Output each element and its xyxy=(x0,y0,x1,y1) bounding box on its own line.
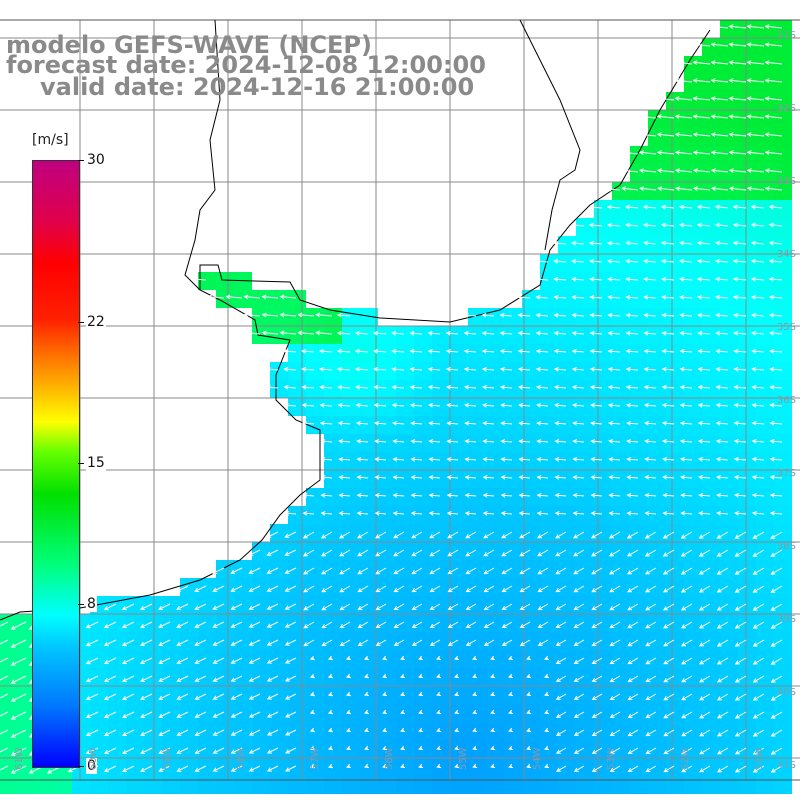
lat-label: 40S xyxy=(776,687,796,698)
lon-label: 60W xyxy=(88,747,99,770)
colorbar-tick xyxy=(78,766,84,767)
lat-label: 39S xyxy=(776,614,796,625)
lat-label: 34S xyxy=(776,249,796,260)
lat-label: 38S xyxy=(776,541,796,552)
colorbar-label: 15 xyxy=(86,455,106,471)
lon-label: 52W xyxy=(680,747,691,770)
lat-label: 37S xyxy=(776,468,796,479)
lon-label: 54W xyxy=(532,747,543,770)
lon-label: 58W xyxy=(236,747,247,770)
lat-label: 33S xyxy=(776,176,796,187)
colorbar-label: 8 xyxy=(86,596,97,613)
colorbar-tick xyxy=(78,321,84,323)
lat-label: 36S xyxy=(776,395,796,406)
lat-label: 35S xyxy=(776,322,796,333)
colorbar-label: 22 xyxy=(86,313,106,330)
forecast-date: forecast date: 2024-12-08 12:00:00 xyxy=(6,51,486,79)
colorbar-tick xyxy=(78,463,84,464)
colorbar xyxy=(32,160,80,768)
colorbar-tick xyxy=(78,160,84,161)
lon-label: 57W xyxy=(310,747,321,770)
valid-date: valid date: 2024-12-16 21:00:00 xyxy=(40,73,475,101)
lon-label: 61W xyxy=(14,747,25,770)
lon-label: 56W xyxy=(384,747,395,770)
wind-arrows xyxy=(0,24,783,774)
colorbar-label: 30 xyxy=(86,152,106,168)
model-title: modelo GEFS-WAVE (NCEP) xyxy=(6,31,372,59)
lon-label: 53W xyxy=(606,747,617,770)
colorbar-unit: [m/s] xyxy=(30,132,71,148)
lat-label: 41S xyxy=(776,760,796,771)
coastline xyxy=(0,19,711,621)
lon-label: 55W xyxy=(458,747,469,770)
lon-label: 59W xyxy=(162,747,173,770)
lat-label: 32S xyxy=(776,103,796,114)
colorbar-tick xyxy=(78,604,84,606)
lon-label: 51W xyxy=(754,747,765,770)
lat-label: 31S xyxy=(776,30,796,41)
lat-lon-grid xyxy=(0,19,800,781)
colorbar-label: 0 xyxy=(86,758,97,774)
